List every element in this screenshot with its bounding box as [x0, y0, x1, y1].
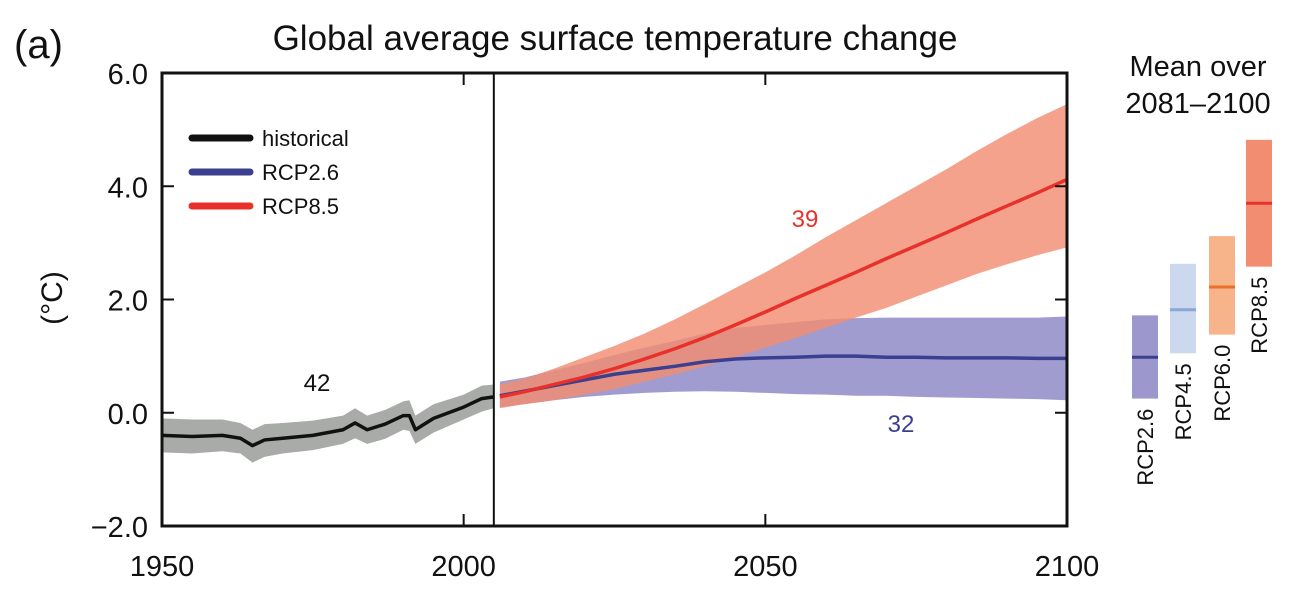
- y-tick-label: 6.0: [108, 59, 148, 91]
- legend-label: RCP2.6: [262, 160, 339, 185]
- y-tick-label: 0.0: [108, 399, 148, 431]
- y-tick-label: 2.0: [108, 286, 148, 318]
- y-tick-label: 4.0: [108, 172, 148, 204]
- model-count-labels: 42 32 39: [304, 206, 915, 438]
- series-lines: [161, 177, 1068, 448]
- model-count-rcp2-6: 32: [888, 411, 915, 438]
- legend: historical RCP2.6 RCP8.5: [188, 126, 349, 219]
- line-rcp8-5: [499, 177, 1068, 399]
- model-count-historical: 42: [304, 370, 331, 397]
- side-bar-label: RCP4.5: [1171, 363, 1196, 440]
- legend-label: RCP8.5: [262, 194, 339, 219]
- band-rcp2-6: [499, 316, 1067, 408]
- side-panel-title-line2: 2081–2100: [1125, 88, 1270, 120]
- side-bar-label: RCP6.0: [1210, 345, 1235, 422]
- legend-label: historical: [262, 126, 349, 151]
- x-tick-label: 2100: [1035, 551, 1100, 583]
- side-panel-title-line1: Mean over: [1129, 51, 1266, 83]
- line-historical: [161, 395, 495, 448]
- side-bar-label: RCP8.5: [1247, 277, 1272, 354]
- side-panel-bars: RCP2.6 RCP4.5 RCP6.0 RCP8.5: [1132, 139, 1272, 486]
- x-tick-label: 2050: [733, 551, 798, 583]
- x-axis-ticks: 1950 2000 2050 2100: [130, 73, 1100, 583]
- x-tick-label: 1950: [130, 551, 195, 583]
- y-axis-label: (°C): [36, 271, 69, 325]
- y-tick-label: −2.0: [91, 512, 148, 544]
- chart-title: Global average surface temperature chang…: [273, 19, 958, 58]
- panel-label: (a): [14, 23, 63, 67]
- model-count-rcp8-5: 39: [792, 206, 819, 233]
- side-bar-range: [1209, 236, 1235, 335]
- band-historical: [162, 384, 494, 463]
- x-tick-label: 2000: [431, 551, 496, 583]
- uncertainty-bands: [162, 104, 1067, 463]
- side-bar-label: RCP2.6: [1133, 409, 1158, 486]
- line-rcp2-6: [499, 354, 1067, 398]
- y-axis-ticks: −2.0 0.0 2.0 4.0 6.0: [91, 59, 1067, 544]
- band-rcp8-5: [499, 104, 1067, 409]
